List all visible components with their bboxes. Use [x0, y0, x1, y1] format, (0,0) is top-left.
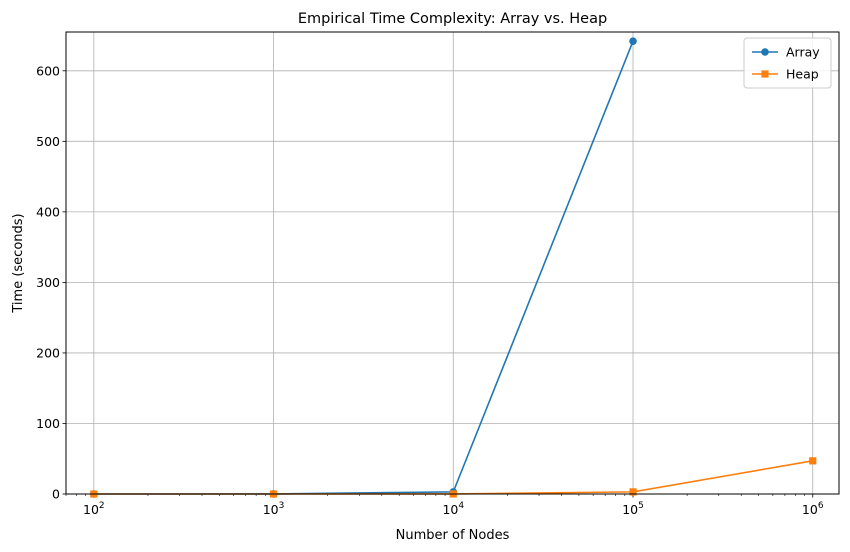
x-tick-base: 10	[263, 502, 279, 517]
legend-item-heap: Heap	[752, 67, 819, 82]
x-tick-exponent: 2	[99, 501, 105, 511]
x-tick-label: 105	[622, 501, 644, 517]
legend-label: Heap	[786, 67, 819, 82]
x-tick-label: 104	[442, 501, 464, 517]
x-tick-base: 10	[802, 502, 818, 517]
legend-label: Array	[786, 45, 820, 60]
x-tick-base: 10	[622, 502, 638, 517]
x-tick-label: 102	[83, 501, 105, 517]
y-tick-label: 600	[36, 63, 60, 78]
y-tick-label: 300	[36, 275, 60, 290]
y-axis-label: Time (seconds)	[11, 213, 26, 313]
plot-frame	[65, 31, 840, 495]
y-tick-label: 500	[36, 134, 60, 149]
y-tick-label: 400	[36, 204, 60, 219]
y-tick-label: 100	[36, 416, 60, 431]
x-tick-base: 10	[83, 502, 99, 517]
grid	[66, 32, 839, 495]
chart-title: Empirical Time Complexity: Array vs. Hea…	[298, 11, 607, 27]
data-point	[809, 457, 817, 465]
x-tick-label: 106	[802, 501, 824, 517]
data-point	[629, 37, 637, 45]
x-tick-exponent: 3	[279, 501, 285, 511]
legend-marker	[761, 48, 769, 56]
legend: Array Heap	[743, 37, 832, 89]
y-tick-label: 200	[36, 345, 60, 360]
data-point	[629, 488, 637, 496]
x-axis-label: Number of Nodes	[396, 528, 510, 543]
legend-item-array: Array	[752, 45, 820, 60]
y-tick-label: 0	[52, 487, 60, 502]
legend-marker	[761, 70, 769, 78]
x-tick-exponent: 4	[458, 501, 464, 511]
x-tick-label: 103	[263, 501, 285, 517]
x-tick-base: 10	[442, 502, 458, 517]
x-minor-ticks	[65, 494, 805, 496]
x-tick-exponent: 6	[818, 501, 824, 511]
x-tick-exponent: 5	[638, 501, 644, 511]
